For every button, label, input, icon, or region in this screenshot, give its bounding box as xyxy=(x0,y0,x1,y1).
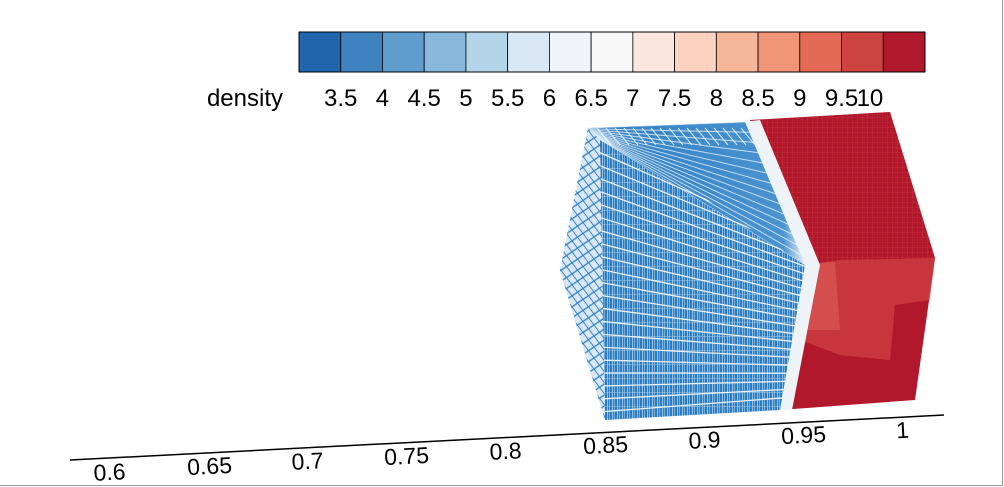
colorbar-tick-label: 5 xyxy=(459,85,472,112)
colorbar-tick-label: 5.5 xyxy=(491,85,524,112)
mesh-line xyxy=(704,127,720,146)
colorbar-tick-label: 7.5 xyxy=(658,85,691,112)
colorbar-tick-label: 7 xyxy=(626,85,639,112)
x-axis-tick-label: 0.7 xyxy=(291,447,324,475)
mesh-line xyxy=(731,127,747,146)
colorbar-tick-label: 10 xyxy=(857,85,884,112)
mesh-line xyxy=(560,176,805,273)
x-axis: 0.6 0.65 0.7 0.75 0.8 0.85 0.9 0.95 1 xyxy=(69,414,945,486)
colorbar-swatch xyxy=(423,31,467,73)
mesh-line xyxy=(593,132,771,184)
mesh-line xyxy=(713,127,729,146)
colorbar-border xyxy=(298,31,926,73)
mesh-line xyxy=(560,246,805,309)
x-axis-tick-label: 0.75 xyxy=(384,442,430,470)
colorbar: density 3.5 4 4.5 5 5.5 6 6.5 7 7.5 8 8.5 9 9.510 xyxy=(207,31,926,112)
colorbar-tick-label: 8.5 xyxy=(741,85,774,112)
mesh-line xyxy=(560,274,805,324)
mesh-line xyxy=(560,218,805,295)
colorbar-swatch xyxy=(841,31,884,73)
colorbar-swatch xyxy=(298,31,342,73)
mesh-line xyxy=(560,190,805,280)
colorbar-swatch xyxy=(632,31,675,73)
colorbar-swatch xyxy=(507,31,550,73)
mesh-line xyxy=(641,127,657,146)
cube-front-face xyxy=(560,140,805,420)
x-axis-tick-labels: 0.6 0.65 0.7 0.75 0.8 0.85 0.9 0.95 1 xyxy=(93,417,910,486)
colorbar-tick-label: 6.5 xyxy=(574,85,607,112)
colorbar-swatch xyxy=(549,31,592,73)
colorbar-tick-labels: 3.5 4 4.5 5 5.5 6 6.5 7 7.5 8 8.5 9 9.510 xyxy=(324,85,883,112)
mesh-line xyxy=(722,127,738,146)
colorbar-tick-label: 9.5 xyxy=(825,85,858,112)
colorbar-swatch xyxy=(465,31,509,73)
mesh-line xyxy=(560,288,805,331)
x-axis-tick-label: 0.85 xyxy=(583,431,629,459)
colorbar-swatch xyxy=(382,31,425,73)
x-axis-tick-label: 0.9 xyxy=(688,426,721,454)
mesh-line xyxy=(560,162,805,266)
mesh-line xyxy=(588,128,750,133)
x-axis-tick-label: 0.8 xyxy=(489,437,522,465)
mesh-line xyxy=(632,127,648,146)
x-axis-tick-label: 1 xyxy=(896,417,910,444)
mesh-line xyxy=(650,127,666,146)
mesh-line xyxy=(560,260,805,316)
mesh-line xyxy=(560,316,805,345)
cube-top-mesh xyxy=(588,122,805,265)
mesh-line xyxy=(593,133,776,194)
colorbar-swatch xyxy=(715,31,759,73)
colorbar-swatch xyxy=(340,31,383,73)
colorbar-tick-label: 4.5 xyxy=(408,85,441,112)
colorbar-tick-label: 4 xyxy=(376,85,389,112)
cube-interface xyxy=(742,120,820,411)
x-axis-tick-label: 0.65 xyxy=(187,452,233,480)
colorbar-tick-label: 6 xyxy=(543,85,556,112)
colorbar-tick-label: 9 xyxy=(793,85,806,112)
colorbar-tick-label: 8 xyxy=(710,85,723,112)
mesh-line xyxy=(592,131,767,174)
mesh-line xyxy=(598,137,797,246)
mesh-line xyxy=(594,134,780,205)
cube-left-face-tint xyxy=(560,128,605,420)
mesh-line xyxy=(560,302,805,338)
mesh-line xyxy=(589,129,754,143)
x-axis-tick-label: 0.6 xyxy=(93,458,126,486)
cube-left-face xyxy=(560,128,605,420)
colorbar-swatch xyxy=(799,31,842,73)
mesh-line xyxy=(560,204,805,287)
x-axis-line xyxy=(69,414,945,461)
colorbar-tick-label: 3.5 xyxy=(324,85,357,112)
colorbar-swatch xyxy=(590,31,634,73)
colorbar-title: density xyxy=(207,85,283,112)
colorbar-swatch xyxy=(882,31,926,73)
mesh-line xyxy=(591,130,763,164)
colorbar-swatches xyxy=(298,31,926,73)
x-axis-tick-label: 0.95 xyxy=(781,421,827,449)
colorbar-swatch xyxy=(674,31,717,73)
mesh-line xyxy=(595,135,784,215)
mesh-line xyxy=(560,232,805,302)
colorbar-swatch xyxy=(757,31,801,73)
density-cube xyxy=(560,112,935,420)
mesh-line xyxy=(596,136,789,225)
mesh-line xyxy=(590,130,758,154)
mesh-line xyxy=(597,136,793,235)
